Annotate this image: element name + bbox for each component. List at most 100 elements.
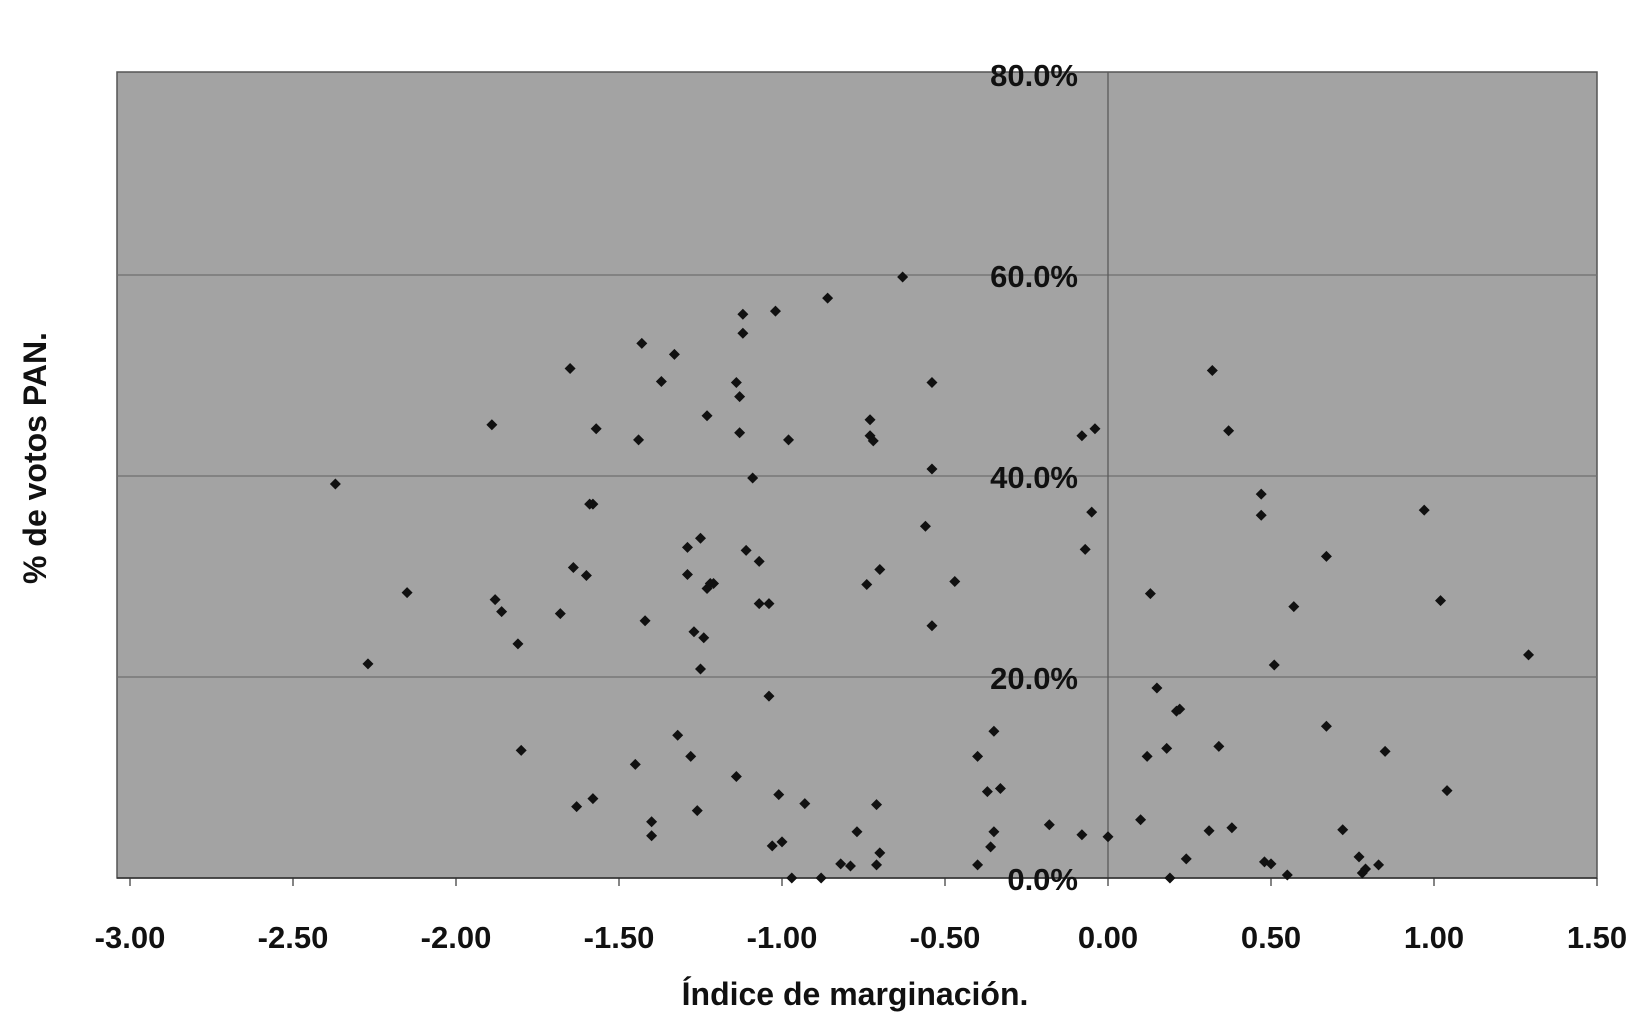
data-point — [1076, 829, 1088, 841]
data-point — [1043, 819, 1055, 831]
data-point — [655, 376, 667, 388]
data-point — [897, 271, 909, 283]
data-point — [1360, 863, 1372, 875]
data-point — [486, 419, 498, 431]
data-point — [1076, 430, 1088, 442]
data-point — [730, 377, 742, 389]
data-point — [919, 520, 931, 532]
data-point — [737, 327, 749, 339]
data-point — [734, 391, 746, 403]
data-point — [681, 568, 693, 580]
data-point — [972, 750, 984, 762]
y-tick-label: 20.0% — [990, 661, 1078, 696]
data-point — [668, 348, 680, 360]
x-tick-label: -0.50 — [910, 920, 981, 955]
x-tick-label: -2.50 — [258, 920, 329, 955]
data-point — [580, 569, 592, 581]
data-point — [1268, 659, 1280, 671]
data-point — [988, 826, 1000, 838]
x-tick-label: -1.50 — [584, 920, 655, 955]
data-point — [1089, 423, 1101, 435]
data-point — [587, 793, 599, 805]
data-point — [753, 555, 765, 567]
data-point — [401, 587, 413, 599]
data-point — [985, 841, 997, 853]
x-tick-label: -3.00 — [95, 920, 166, 955]
data-point — [1213, 740, 1225, 752]
data-point — [949, 576, 961, 588]
data-point — [1281, 869, 1293, 881]
data-point — [972, 859, 984, 871]
data-point — [981, 786, 993, 798]
data-point — [587, 498, 599, 510]
data-point — [766, 840, 778, 852]
data-point — [1320, 720, 1332, 732]
data-point — [1379, 745, 1391, 757]
data-point — [1226, 822, 1238, 834]
data-point — [926, 377, 938, 389]
data-point — [672, 729, 684, 741]
data-point — [776, 836, 788, 848]
data-point — [773, 789, 785, 801]
data-point — [1523, 649, 1535, 661]
data-point — [1079, 543, 1091, 555]
data-point — [844, 860, 856, 872]
data-point — [564, 362, 576, 374]
data-point — [1255, 488, 1267, 500]
data-point — [737, 308, 749, 320]
data-point — [515, 744, 527, 756]
data-point — [1180, 853, 1192, 865]
data-point — [871, 859, 883, 871]
data-point — [1203, 825, 1215, 837]
data-point — [362, 658, 374, 670]
data-point — [639, 615, 651, 627]
data-point — [1337, 824, 1349, 836]
data-point — [1086, 506, 1098, 518]
y-axis-label: % de votos PAN. — [17, 332, 53, 584]
data-point — [994, 783, 1006, 795]
data-point — [864, 414, 876, 426]
data-point — [1223, 425, 1235, 437]
y-tick-label: 40.0% — [990, 460, 1078, 495]
data-point — [512, 638, 524, 650]
data-point — [708, 578, 720, 590]
data-point — [688, 626, 700, 638]
data-point — [1373, 859, 1385, 871]
y-tick-label: 60.0% — [990, 259, 1078, 294]
data-point — [926, 620, 938, 632]
data-point — [633, 434, 645, 446]
data-point — [822, 292, 834, 304]
data-point — [867, 435, 879, 447]
data-point — [851, 826, 863, 838]
data-point — [1151, 682, 1163, 694]
data-point — [763, 598, 775, 610]
data-point — [1206, 364, 1218, 376]
data-point — [1161, 742, 1173, 754]
x-tick-label: -2.00 — [421, 920, 492, 955]
data-point — [629, 758, 641, 770]
y-tick-label: 0.0% — [1007, 862, 1078, 897]
data-point — [1320, 550, 1332, 562]
data-point — [681, 541, 693, 553]
x-tick-label: 1.00 — [1404, 920, 1464, 955]
data-point — [734, 427, 746, 439]
data-point — [1418, 504, 1430, 516]
data-point — [571, 801, 583, 813]
data-point — [769, 305, 781, 317]
plot-area — [116, 71, 1598, 879]
data-point — [646, 816, 658, 828]
data-point — [874, 563, 886, 575]
data-point — [1435, 595, 1447, 607]
data-point — [636, 337, 648, 349]
data-point — [753, 598, 765, 610]
data-point — [691, 805, 703, 817]
data-point — [740, 544, 752, 556]
data-point — [646, 830, 658, 842]
data-point — [799, 798, 811, 810]
data-point — [763, 690, 775, 702]
data-point — [1135, 814, 1147, 826]
data-point — [730, 770, 742, 782]
data-point — [835, 858, 847, 870]
